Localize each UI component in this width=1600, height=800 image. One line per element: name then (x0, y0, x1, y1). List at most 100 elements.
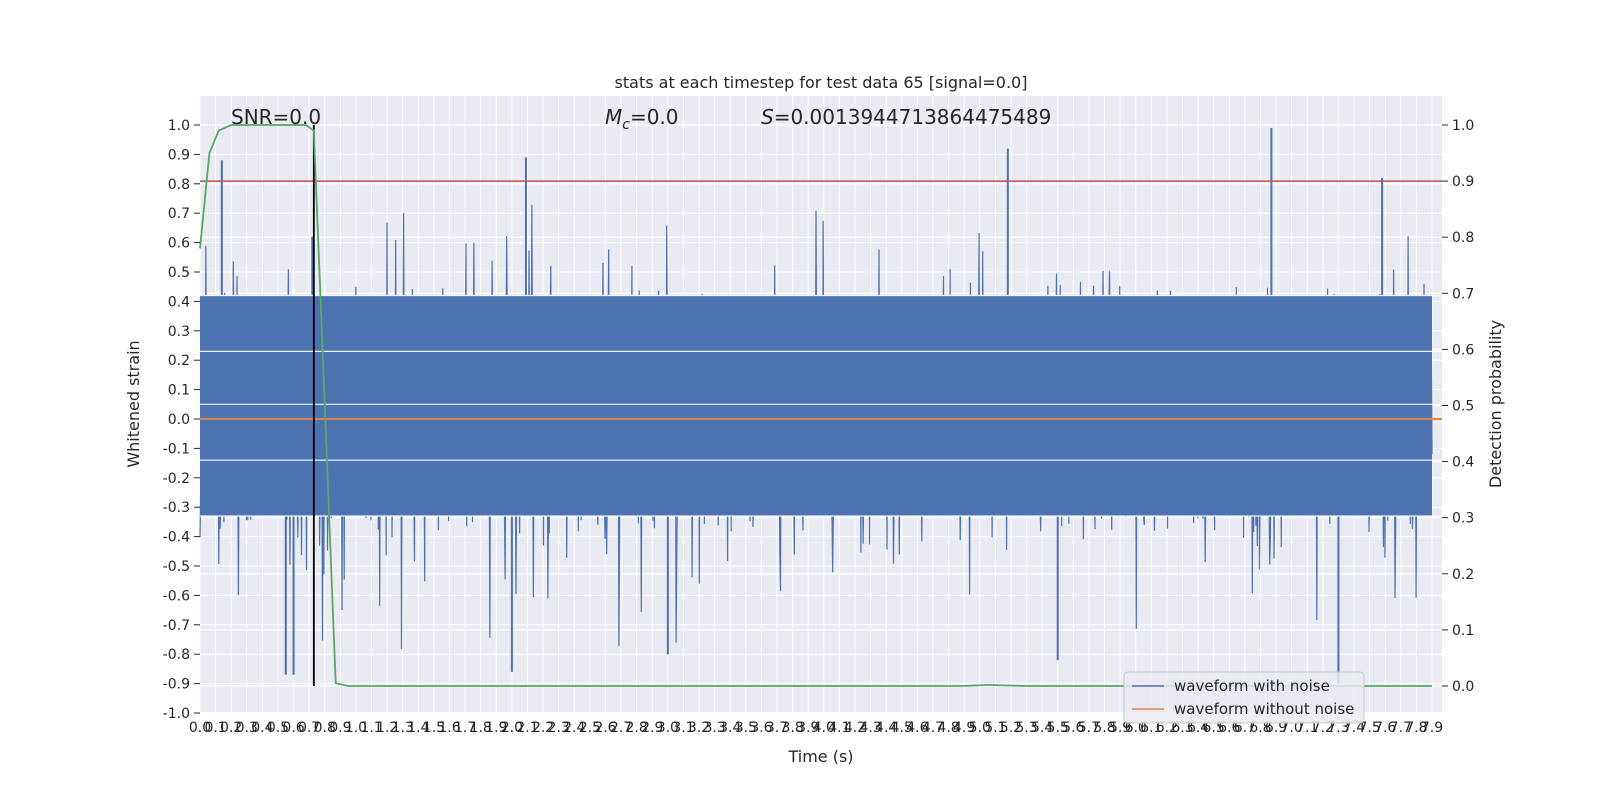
x-tick-label: 6.6 (1218, 720, 1240, 736)
x-tick-label: 3.6 (750, 720, 772, 736)
x-tick-label: 3.2 (688, 720, 710, 736)
x-tick-label: 1.9 (485, 720, 507, 736)
s-annotation: S=0.0013944713864475489 (761, 105, 1051, 129)
x-tick-label: 2.1 (516, 720, 538, 736)
legend-entry-noise: waveform with noise (1174, 677, 1330, 695)
x-tick-label: 0.0 (189, 720, 211, 736)
legend: waveform with noise waveform without noi… (1123, 671, 1365, 724)
y-tick-label-left: 1.0 (168, 118, 190, 134)
y-tick-label-right: 1.0 (1452, 118, 1474, 134)
x-tick-label: 7.2 (1312, 720, 1334, 736)
x-tick-label: 5.2 (1000, 720, 1022, 736)
x-tick-label: 7.8 (1405, 720, 1427, 736)
y-tick-label-left: 0.6 (168, 236, 190, 252)
x-tick-label: 5.8 (1093, 720, 1115, 736)
x-tick-label: 0.3 (236, 720, 258, 736)
y-tick-label-right: 0.7 (1452, 286, 1474, 302)
legend-box (1123, 671, 1365, 724)
y-tick-label-right: 0.4 (1452, 455, 1474, 471)
x-tick-label: 1.6 (438, 720, 460, 736)
x-tick-label: 0.2 (220, 720, 242, 736)
x-tick-label: 1.4 (407, 720, 429, 736)
x-tick-label: 1.1 (360, 720, 382, 736)
x-tick-label: 5.0 (969, 720, 991, 736)
x-axis-label: Time (s) (787, 747, 853, 766)
x-tick-label: 1.5 (423, 720, 445, 736)
mc-subscript: c (622, 117, 630, 133)
y-tick-label-left: -0.5 (163, 559, 190, 575)
x-tick-label: 7.4 (1343, 720, 1365, 736)
x-tick-label: 3.7 (766, 720, 788, 736)
detection-probability-line (199, 124, 1432, 687)
x-tick-label: 7.9 (1421, 720, 1443, 736)
x-tick-label: 5.6 (1062, 720, 1084, 736)
x-tick-label: 6.7 (1234, 720, 1256, 736)
x-tick-label: 7.7 (1390, 720, 1412, 736)
y-tick-label-left: 0.9 (168, 147, 190, 163)
x-tick-label: 1.3 (392, 720, 414, 736)
s-symbol: S (761, 105, 774, 129)
y-tick-label-left: 0.3 (168, 324, 190, 340)
y-tick-label-left: -0.9 (163, 677, 190, 693)
y-tick-label-left: -0.8 (163, 647, 190, 663)
x-tick-label: 1.2 (376, 720, 398, 736)
y-tick-label-left: 0.7 (168, 206, 190, 222)
series-lines (199, 124, 1442, 687)
y-axis-right-label: Detection probability (1486, 320, 1505, 488)
x-tick-label: 0.5 (267, 720, 289, 736)
waveform-with-noise-band (200, 295, 1432, 517)
y-tick-label-left: 0.5 (168, 265, 190, 281)
x-tick-label: 6.9 (1265, 720, 1287, 736)
ticks: 0.00.10.20.30.40.50.60.70.80.91.01.11.21… (163, 118, 1475, 736)
y-tick-label-left: 0.8 (168, 177, 190, 193)
x-tick-label: 1.0 (345, 720, 367, 736)
x-tick-label: 3.1 (672, 720, 694, 736)
mc-value: =0.0 (630, 105, 679, 129)
x-tick-label: 2.2 (532, 720, 554, 736)
y-tick-label-left: 0.0 (168, 412, 190, 428)
x-tick-label: 4.8 (937, 720, 959, 736)
y-tick-label-right: 0.6 (1452, 342, 1474, 358)
x-tick-label: 2.5 (579, 720, 601, 736)
x-tick-label: 4.0 (813, 720, 835, 736)
x-tick-label: 5.4 (1031, 720, 1053, 736)
legend-entry-clean: waveform without noise (1174, 700, 1354, 718)
x-tick-label: 3.4 (719, 720, 741, 736)
x-tick-label: 2.3 (548, 720, 570, 736)
y-tick-label-right: 0.9 (1452, 174, 1474, 190)
y-tick-label-left: -0.2 (163, 471, 190, 487)
x-tick-label: 4.2 (844, 720, 866, 736)
y-tick-label-right: 0.8 (1452, 230, 1474, 246)
x-tick-label: 4.4 (875, 720, 897, 736)
x-tick-label: 4.9 (953, 720, 975, 736)
y-tick-label-left: -0.6 (163, 588, 190, 604)
x-tick-label: 3.3 (704, 720, 726, 736)
y-tick-label-right: 0.1 (1452, 623, 1474, 639)
x-tick-label: 2.0 (501, 720, 523, 736)
x-tick-label: 7.5 (1358, 720, 1380, 736)
x-tick-label: 0.6 (282, 720, 304, 736)
x-tick-label: 1.8 (470, 720, 492, 736)
x-tick-label: 0.4 (251, 720, 273, 736)
series-waveform-with-noise (199, 127, 1442, 684)
x-tick-label: 4.3 (859, 720, 881, 736)
x-tick-label: 3.0 (657, 720, 679, 736)
x-tick-label: 7.3 (1327, 720, 1349, 736)
y-tick-label-left: 0.4 (168, 294, 190, 310)
x-tick-label: 0.1 (204, 720, 226, 736)
x-tick-label: 2.4 (563, 720, 585, 736)
x-tick-label: 5.1 (984, 720, 1006, 736)
x-tick-label: 2.9 (641, 720, 663, 736)
x-tick-label: 2.6 (594, 720, 616, 736)
x-tick-label: 5.7 (1078, 720, 1100, 736)
y-tick-label-left: -0.7 (163, 618, 190, 634)
x-tick-label: 3.8 (781, 720, 803, 736)
x-tick-label: 3.9 (797, 720, 819, 736)
x-tick-label: 0.8 (314, 720, 336, 736)
s-value: =0.0013944713864475489 (774, 105, 1052, 129)
x-tick-label: 6.3 (1171, 720, 1193, 736)
y-tick-label-left: -0.4 (163, 530, 190, 546)
y-axis-left-label: Whitened strain (124, 340, 143, 467)
x-tick-label: 2.7 (610, 720, 632, 736)
